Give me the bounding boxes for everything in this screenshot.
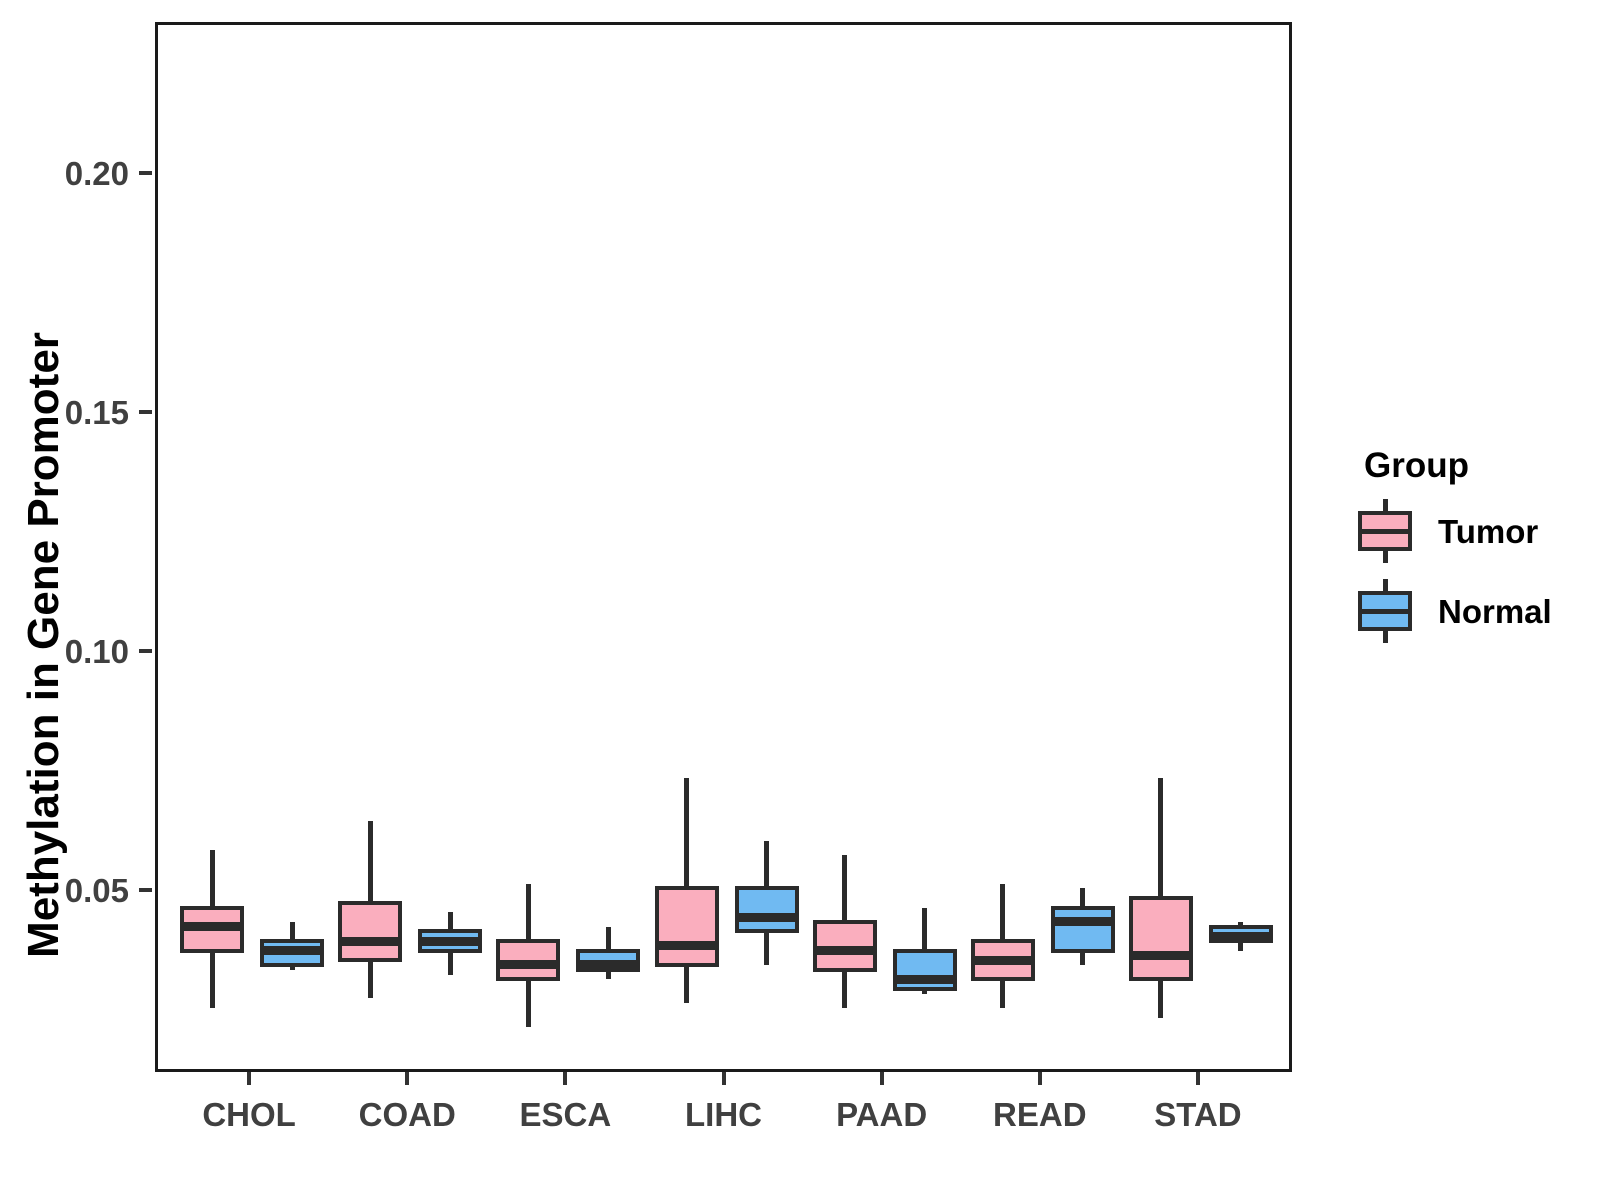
median-STAD-Normal (1208, 931, 1273, 941)
tumor-boxplot-key-icon (1358, 499, 1412, 563)
x-tick-label-CHOL: CHOL (202, 1096, 296, 1133)
median-PAAD-Normal (892, 974, 957, 984)
median-PAAD-Tumor (812, 946, 877, 956)
box-ESCA-Tumor (496, 939, 561, 982)
median-READ-Tumor (970, 955, 1035, 965)
median-STAD-Tumor (1128, 950, 1193, 960)
box-LIHC-Normal (734, 886, 799, 934)
x-tick-mark (721, 1072, 726, 1085)
x-tick-mark (879, 1072, 884, 1085)
median-CHOL-Normal (260, 946, 325, 956)
box-COAD-Tumor (338, 900, 403, 963)
x-tick-label-STAD: STAD (1154, 1096, 1242, 1133)
median-LIHC-Normal (734, 912, 799, 922)
median-READ-Normal (1050, 917, 1115, 927)
median-glyph (1358, 528, 1412, 534)
box-PAAD-Tumor (812, 919, 877, 972)
y-tick-label: 0.10 (64, 633, 129, 671)
y-tick-label: 0.05 (64, 872, 129, 910)
x-tick-mark (1195, 1072, 1200, 1085)
legend-entry-tumor: Tumor (1358, 499, 1598, 563)
legend-label-normal: Normal (1438, 592, 1552, 630)
x-tick-label-ESCA: ESCA (519, 1096, 612, 1133)
plot-panel (155, 22, 1292, 1072)
x-tick-label-PAAD: PAAD (836, 1096, 928, 1133)
x-tick-mark (563, 1072, 568, 1085)
median-glyph (1358, 608, 1412, 614)
legend: Group Tumor Normal (1358, 448, 1598, 643)
x-tick-mark (1037, 1072, 1042, 1085)
x-tick-mark (247, 1072, 252, 1085)
x-tick-label-READ: READ (993, 1096, 1087, 1133)
median-COAD-Tumor (338, 936, 403, 946)
median-LIHC-Tumor (654, 941, 719, 951)
x-tick-label-COAD: COAD (358, 1096, 456, 1133)
box-PAAD-Normal (892, 948, 957, 991)
median-ESCA-Tumor (496, 960, 561, 970)
median-COAD-Normal (418, 936, 483, 946)
normal-boxplot-key-icon (1358, 579, 1412, 643)
y-tick-mark (139, 170, 152, 175)
legend-entry-normal: Normal (1358, 579, 1598, 643)
y-tick-label: 0.15 (64, 393, 129, 431)
y-tick-mark (139, 888, 152, 893)
legend-title: Group (1364, 446, 1469, 485)
box-READ-Normal (1050, 905, 1115, 953)
y-tick-mark (139, 409, 152, 414)
x-tick-label-LIHC: LIHC (685, 1096, 762, 1133)
box-LIHC-Tumor (654, 886, 719, 967)
box-STAD-Tumor (1128, 896, 1193, 982)
y-tick-label: 0.20 (64, 154, 129, 192)
y-tick-mark (139, 649, 152, 654)
legend-label-tumor: Tumor (1438, 512, 1539, 550)
x-tick-mark (405, 1072, 410, 1085)
median-CHOL-Tumor (180, 922, 245, 932)
median-ESCA-Normal (576, 960, 641, 970)
